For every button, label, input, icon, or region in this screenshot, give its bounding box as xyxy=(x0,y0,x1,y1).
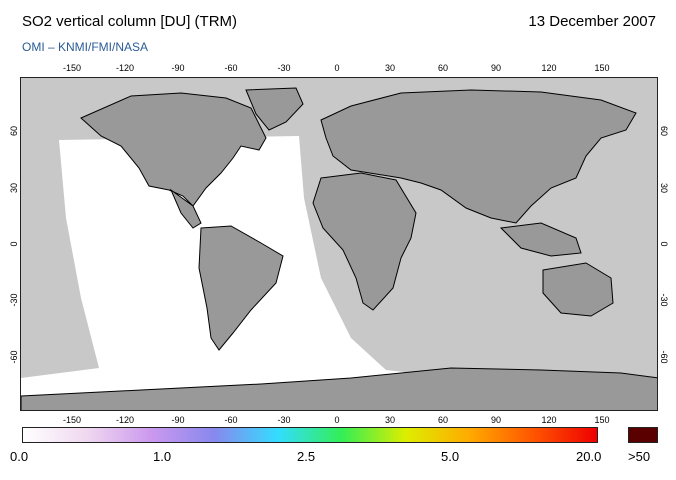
lon-tick-top: 0 xyxy=(334,63,340,73)
lat-tick-right: -30 xyxy=(659,293,669,307)
lon-tick-top: 30 xyxy=(384,63,395,73)
so2-colorbar xyxy=(22,427,598,443)
greenland-land xyxy=(245,87,304,131)
lat-tick-right: 30 xyxy=(659,182,669,193)
lon-tick-bottom: 60 xyxy=(437,415,448,425)
lon-tick-top: -120 xyxy=(115,63,134,73)
colorbar-label: 5.0 xyxy=(441,449,460,464)
colorbar-label: 1.0 xyxy=(153,449,172,464)
lat-tick-right: 60 xyxy=(659,125,669,136)
lon-tick-bottom: -30 xyxy=(277,415,291,425)
southeast-asia-land xyxy=(499,222,582,257)
lon-tick-bottom: 0 xyxy=(334,415,340,425)
lat-tick-left: 30 xyxy=(9,183,19,194)
colorbar-overflow-label: >50 xyxy=(628,449,651,464)
lat-tick-left: -60 xyxy=(9,350,19,364)
lon-tick-top: 150 xyxy=(594,63,610,73)
lon-tick-top: -150 xyxy=(62,63,81,73)
world-map xyxy=(20,77,658,411)
lon-tick-bottom: 90 xyxy=(490,415,501,425)
lon-tick-bottom: -90 xyxy=(171,415,185,425)
colorbar-label: 0.0 xyxy=(10,449,29,464)
lat-tick-right: 0 xyxy=(659,241,669,247)
lon-tick-bottom: 120 xyxy=(541,415,557,425)
lon-tick-top: 120 xyxy=(541,63,557,73)
lon-tick-top: -30 xyxy=(277,63,291,73)
credit-line: OMI – KNMI/FMI/NASA xyxy=(22,40,149,54)
lon-tick-top: 90 xyxy=(490,63,501,73)
colorbar-label: 2.5 xyxy=(297,449,316,464)
antarctica-land xyxy=(21,367,657,410)
map-canvas xyxy=(21,78,657,410)
lat-tick-right: -60 xyxy=(659,350,669,364)
map-title: SO2 vertical column [DU] (TRM) xyxy=(22,13,238,30)
map-date: 13 December 2007 xyxy=(528,13,656,30)
lon-tick-bottom: -120 xyxy=(115,415,134,425)
lon-tick-bottom: -150 xyxy=(62,415,81,425)
lon-tick-top: -60 xyxy=(224,63,238,73)
south-america-land xyxy=(198,225,284,351)
lon-tick-bottom: 30 xyxy=(384,415,395,425)
overflow-color-box xyxy=(628,427,658,443)
eurasia-land xyxy=(320,89,637,224)
north-america-land xyxy=(80,92,267,207)
lon-tick-top: -90 xyxy=(171,63,185,73)
africa-land xyxy=(312,172,417,311)
lat-tick-left: 60 xyxy=(9,126,19,137)
lat-tick-left: -30 xyxy=(9,293,19,307)
lon-tick-bottom: 150 xyxy=(594,415,610,425)
land-masses xyxy=(21,87,657,410)
lon-tick-top: 60 xyxy=(437,63,448,73)
colorbar-label: 20.0 xyxy=(576,449,602,464)
central-america-land xyxy=(169,188,202,229)
australia-land xyxy=(542,262,614,317)
lon-tick-bottom: -60 xyxy=(224,415,238,425)
lat-tick-left: 0 xyxy=(9,241,19,247)
